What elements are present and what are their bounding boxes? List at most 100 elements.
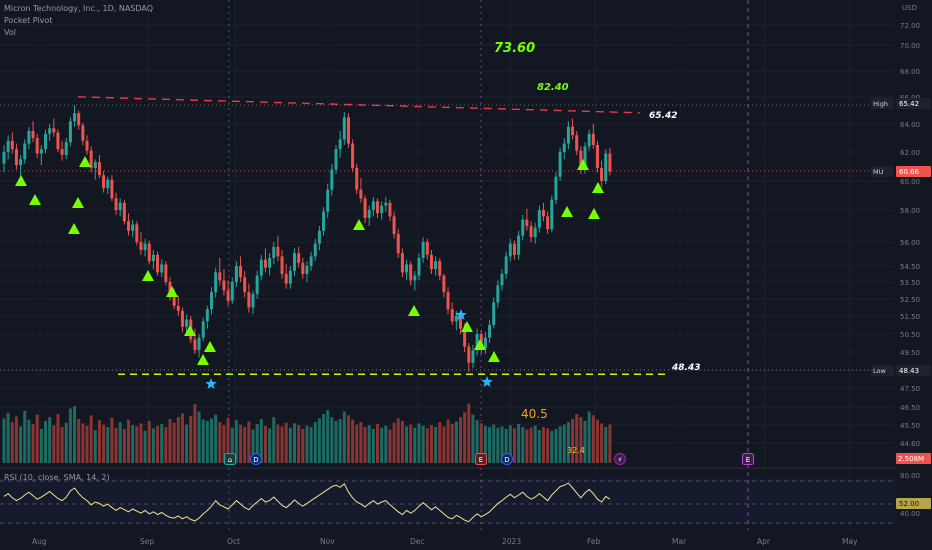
indicator-label[interactable]: Pocket Pivot: [4, 16, 53, 25]
candle-body: [139, 242, 143, 250]
volume-label[interactable]: Vol: [4, 28, 16, 37]
event-markers: ⌂ D E D ⚡ E: [224, 453, 754, 465]
candle-body: [575, 135, 579, 151]
volume-bar: [542, 427, 545, 463]
volume-bar: [131, 425, 135, 463]
time-tick-label: Nov: [320, 537, 335, 546]
symbol-title[interactable]: Micron Technology, Inc., 1D, NASDAQ: [4, 4, 154, 13]
volume-bar: [27, 419, 31, 463]
pivot-arrow: [461, 321, 473, 332]
candle-body: [475, 334, 479, 351]
candle-body: [371, 201, 375, 210]
volume-bar: [56, 414, 60, 463]
volume-bar: [359, 422, 363, 463]
candle-body: [230, 282, 234, 301]
volume-bar: [376, 423, 379, 463]
candle-body: [600, 167, 604, 181]
volume-bar: [230, 427, 234, 463]
pivot-arrow: [29, 194, 41, 205]
candle-body: [450, 309, 454, 322]
price-axis[interactable]: USD72.0070.0068.0066.0064.0062.0060.0058…: [871, 0, 932, 550]
time-tick-label: Dec: [410, 537, 425, 546]
candle-body: [488, 325, 492, 338]
volume-bar: [463, 412, 467, 463]
last-value-bg: [896, 166, 931, 177]
candle-body: [550, 199, 554, 230]
volume-bar: [73, 405, 77, 463]
candle-body: [214, 272, 218, 293]
volume-bar: [521, 427, 525, 463]
volume-bar: [284, 422, 288, 463]
split-marker-label: ⌂: [228, 456, 232, 464]
volume-bar: [421, 425, 425, 463]
volume-bar: [546, 428, 550, 463]
candle-body: [496, 285, 500, 303]
level-lines: [0, 96, 895, 375]
volume-bar: [39, 428, 43, 463]
candle-body: [288, 270, 292, 284]
volume-bar: [434, 427, 438, 463]
time-axis[interactable]: Aug Sep Oct Nov Dec 2023 Feb Mar Apr May: [0, 531, 932, 550]
candle-body: [156, 254, 160, 273]
volume-bar: [239, 424, 243, 463]
volume-bar: [608, 424, 612, 463]
candle-body: [176, 305, 180, 311]
candle-body: [19, 159, 23, 166]
volume-value: 2.508M: [898, 455, 924, 463]
candle-body: [608, 153, 612, 172]
candle-body: [284, 274, 288, 284]
candle-body: [168, 282, 172, 298]
candle-body: [39, 149, 43, 154]
volume-bar: [396, 418, 400, 463]
candle-body: [68, 121, 72, 143]
candle-body: [297, 253, 301, 263]
annotation-73-60: 73.60: [494, 41, 535, 56]
volume-bar: [160, 423, 164, 463]
time-tick-label: Mar: [672, 537, 687, 546]
high-value: 65.42: [899, 100, 919, 108]
rsi-value: 52.00: [899, 500, 919, 508]
candle-body: [93, 162, 97, 168]
candle-body: [566, 126, 570, 144]
volume-bar: [591, 415, 595, 463]
candle-body: [434, 261, 438, 270]
candle-body: [131, 224, 135, 231]
rsi-label[interactable]: RSI (10, close, SMA, 14, 2): [4, 473, 110, 482]
candle-body: [595, 145, 599, 168]
volume-bar: [81, 423, 85, 463]
volume-bar: [575, 414, 579, 463]
pivot-arrow: [488, 351, 500, 362]
low-tag-bg: [871, 365, 894, 376]
candle-body: [400, 253, 404, 273]
candle-body: [102, 175, 106, 189]
volume-bar: [31, 423, 35, 463]
candle-body: [222, 280, 226, 291]
candle-body: [322, 211, 326, 231]
candle-body: [583, 146, 587, 170]
annotation-48-43: 48.43: [671, 363, 700, 373]
candle-body: [454, 316, 458, 322]
volume-bar: [168, 418, 172, 463]
pocket-pivot-star: [481, 376, 493, 387]
last-value: 60.66: [899, 168, 920, 176]
candle-body: [363, 198, 367, 218]
price-tick-label: 51.50: [900, 313, 920, 321]
last-tag-bg: [871, 166, 894, 177]
annotation-32-4: 32.4: [567, 446, 585, 455]
candle-body: [73, 113, 77, 122]
candle-body: [521, 219, 525, 236]
volume-bar: [48, 417, 52, 463]
candle-body: [384, 202, 388, 206]
volume-bar: [371, 428, 375, 463]
volume-bar: [438, 422, 442, 463]
volume-bar: [164, 427, 168, 463]
candle-body: [512, 243, 516, 255]
volume-bar: [330, 417, 334, 463]
volume-bar: [288, 427, 292, 463]
volume-bar: [143, 430, 147, 463]
volume-bar: [529, 427, 533, 463]
pivot-arrow: [592, 182, 604, 193]
rsi-tick-label: 40.00: [900, 510, 920, 518]
candle-body: [263, 259, 267, 268]
